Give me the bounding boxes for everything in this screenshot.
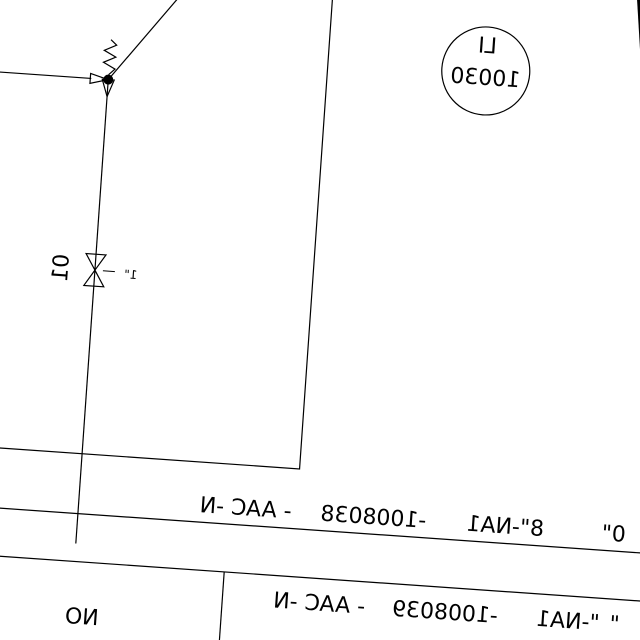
instrument-number: 10030 xyxy=(449,64,521,94)
valve-size-label: 1" xyxy=(124,267,138,282)
relief-valve xyxy=(89,39,118,99)
gate-valve[interactable] xyxy=(82,252,116,288)
vessel-outline xyxy=(0,0,334,470)
title-block-top-border xyxy=(0,502,640,554)
title-block-cell-divider xyxy=(217,571,225,640)
spring-icon xyxy=(102,39,118,76)
upper-line-end-note: 0" xyxy=(601,521,627,548)
lower-line-size: "-NA1 xyxy=(535,607,600,636)
title-block-cell-text: NO xyxy=(64,604,99,631)
title-block-divider xyxy=(0,550,640,602)
upper-line-size: 8"-NA1 xyxy=(466,512,545,542)
process-line-vertical xyxy=(75,79,109,544)
valve-number-label: 01 xyxy=(48,253,75,283)
signal-line xyxy=(107,0,194,81)
process-line-horizontal xyxy=(0,71,92,80)
instrument-tag: LI xyxy=(477,33,497,59)
instrument-bubble: LI 10030 xyxy=(441,26,531,116)
lower-line-end-note: " xyxy=(608,612,620,638)
